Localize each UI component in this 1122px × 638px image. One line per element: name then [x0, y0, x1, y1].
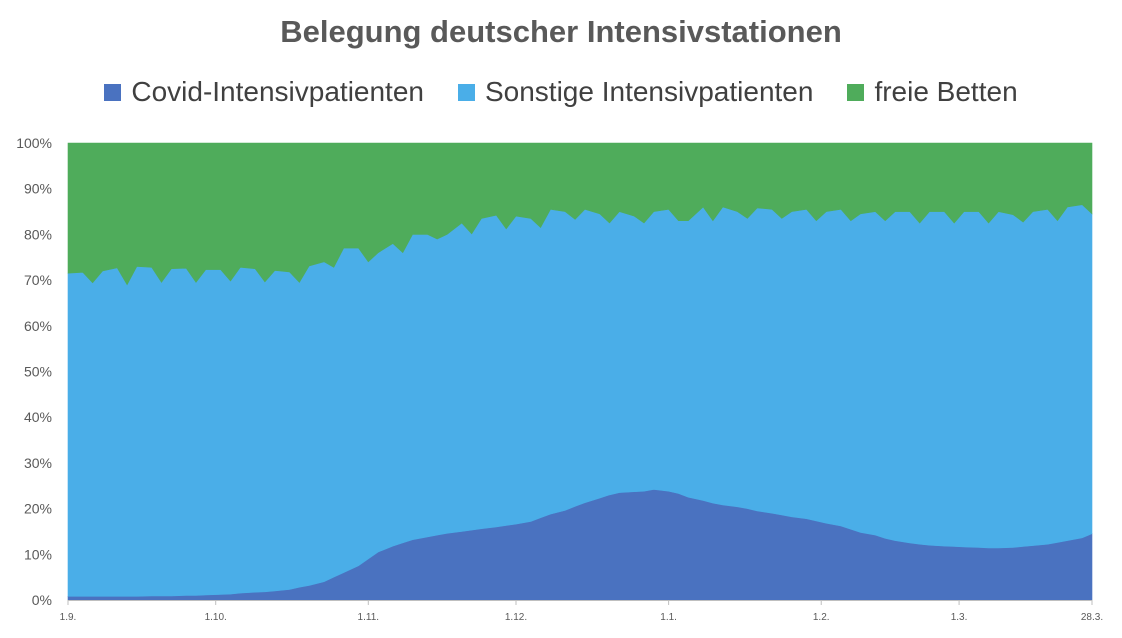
- y-tick-label: 50%: [24, 364, 52, 380]
- x-tick-label: 28.3.: [1081, 612, 1103, 623]
- y-tick-label: 100%: [16, 135, 52, 151]
- y-tick-label: 90%: [24, 181, 52, 197]
- y-tick-label: 20%: [24, 501, 52, 517]
- area-freie-betten: [67, 142, 1093, 286]
- cropped-bottom-strip: [0, 630, 1122, 638]
- x-tick-label: 1.11.: [358, 612, 380, 623]
- legend-label-covid: Covid-Intensivpatienten: [131, 76, 424, 107]
- legend-item-sonstige: Sonstige Intensivpatienten: [457, 76, 814, 108]
- legend-item-covid: Covid-Intensivpatienten: [104, 76, 424, 108]
- legend-label-freie-betten: freie Betten: [874, 76, 1018, 107]
- x-tick-label: 1.1.: [660, 612, 677, 623]
- x-tick-label: 1.3.: [951, 612, 968, 623]
- y-tick-label: 80%: [24, 226, 52, 242]
- chart-legend: Covid-Intensivpatienten Sonstige Intensi…: [0, 76, 1122, 108]
- legend-swatch-covid: [104, 83, 122, 101]
- y-tick-label: 0%: [32, 592, 52, 608]
- y-tick-label: 70%: [24, 272, 52, 288]
- chart-areas: [67, 142, 1093, 601]
- legend-swatch-freie-betten: [847, 83, 865, 101]
- x-tick-label: 1.12.: [505, 612, 527, 623]
- y-tick-label: 40%: [24, 409, 52, 425]
- x-tick-label: 1.10.: [205, 612, 227, 623]
- legend-label-sonstige: Sonstige Intensivpatienten: [484, 76, 814, 107]
- legend-swatch-sonstige: [457, 83, 475, 101]
- y-tick-label: 10%: [24, 546, 52, 562]
- y-tick-label: 60%: [24, 318, 52, 334]
- y-axis: 0% 10% 20% 30% 40% 50% 60% 70% 80% 90% 100%: [16, 135, 52, 608]
- x-axis: 1.9. 1.10. 1.11. 1.12. 1.1. 1.2. 1.3. 28.3.: [60, 600, 1103, 623]
- chart-title: Belegung deutscher Intensivstationen: [280, 14, 842, 49]
- x-tick-label: 1.9.: [60, 612, 77, 623]
- legend-item-freie-betten: freie Betten: [847, 76, 1018, 108]
- x-tick-label: 1.2.: [813, 612, 830, 623]
- y-tick-label: 30%: [24, 455, 52, 471]
